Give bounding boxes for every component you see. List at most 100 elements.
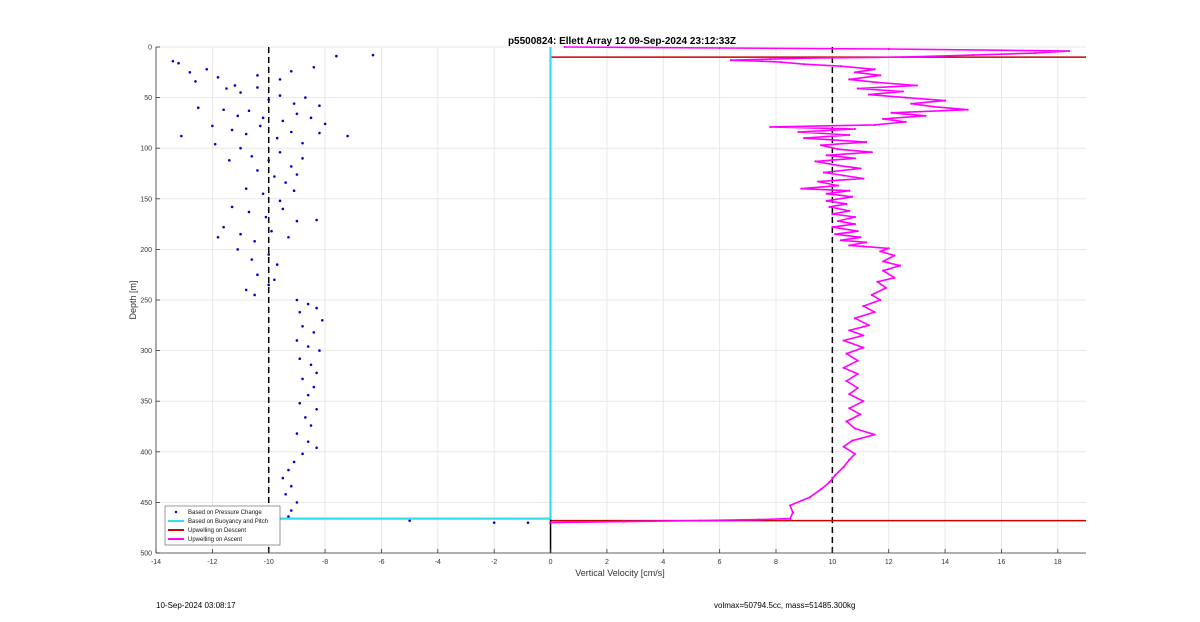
x-tick-label: 6 [718, 559, 722, 566]
data-point [306, 393, 310, 397]
legend-box [164, 505, 281, 546]
data-point [247, 109, 251, 113]
x-tick-label: -2 [491, 559, 497, 566]
data-point [862, 346, 865, 349]
data-point [910, 102, 913, 105]
data-point [850, 439, 854, 442]
legend-entry: Based on Buoyancy and Pitch [188, 519, 268, 525]
data-point [258, 124, 262, 128]
data-point [526, 521, 530, 524]
data-point [230, 128, 234, 132]
data-point [834, 233, 837, 236]
data-point [256, 74, 259, 77]
y-tick-label: 200 [140, 247, 152, 254]
data-point [253, 240, 256, 243]
data-point [901, 56, 904, 59]
data-point [225, 87, 228, 90]
data-point [318, 131, 321, 135]
y-tick-label: 300 [140, 348, 152, 355]
data-point [825, 154, 828, 157]
data-point [247, 210, 251, 214]
data-point [853, 71, 857, 74]
data-point [180, 134, 183, 138]
data-point [881, 117, 885, 120]
data-point [301, 377, 304, 381]
data-point [256, 169, 259, 172]
data-point [563, 45, 566, 49]
data-point [901, 90, 904, 93]
data-point [292, 102, 296, 105]
data-point [848, 244, 851, 247]
data-point [289, 69, 293, 73]
data-point [859, 413, 862, 416]
data-point [825, 199, 828, 202]
data-point [828, 205, 831, 208]
y-tick-label: 250 [140, 298, 152, 305]
data-point [834, 473, 837, 477]
data-point [256, 86, 259, 89]
data-point [549, 521, 552, 524]
y-tick-label: 450 [140, 500, 152, 507]
data-point [862, 245, 865, 248]
data-point [301, 157, 304, 160]
x-tick-label: 18 [1054, 559, 1062, 566]
data-point [853, 223, 857, 226]
data-point [295, 173, 299, 176]
data-point [301, 325, 304, 328]
data-point [278, 199, 282, 203]
data-point [819, 144, 823, 147]
y-tick-label: 100 [140, 146, 152, 153]
data-point [842, 174, 845, 177]
data-point [814, 160, 817, 163]
data-point [244, 132, 248, 136]
data-point [306, 440, 310, 443]
data-point [211, 124, 214, 128]
data-point [315, 446, 318, 450]
legend-entry: Based on Pressure Change [188, 510, 262, 516]
data-point [943, 99, 947, 102]
data-point [836, 184, 840, 187]
data-point [267, 159, 271, 162]
data-point [879, 74, 882, 77]
data-point [842, 465, 845, 469]
data-point [320, 318, 324, 322]
x-tick-label: 2 [605, 559, 609, 566]
data-point [817, 180, 820, 183]
data-point [244, 288, 248, 292]
data-point [873, 311, 876, 314]
data-point [492, 521, 496, 524]
data-point [867, 324, 871, 327]
data-point [856, 359, 859, 362]
data-point [845, 379, 848, 383]
data-point [898, 264, 902, 267]
data-point [371, 53, 375, 57]
data-point [848, 407, 851, 410]
data-point [862, 177, 865, 180]
data-point [881, 269, 885, 272]
data-point [250, 258, 254, 261]
data-point [853, 215, 857, 219]
data-point [853, 157, 857, 160]
data-point [839, 65, 842, 68]
data-point [278, 150, 282, 154]
data-point [853, 127, 857, 131]
data-point [797, 130, 800, 134]
data-point [216, 235, 220, 239]
data-point [867, 93, 871, 96]
data-point [239, 232, 242, 236]
data-point [284, 493, 287, 496]
x-tick-label: 16 [998, 559, 1006, 566]
data-point [808, 57, 811, 60]
data-point [289, 484, 293, 488]
data-point [295, 339, 299, 342]
data-point [915, 84, 919, 87]
axes-layer: -14 -12 -10 -8 -6 -4 -2 0 2 4 6 8 10 12 14 16 18 0 50 100 15… [140, 45, 1086, 566]
legend-entry: Upwelling on Descent [188, 528, 246, 534]
x-tick-label: -6 [378, 559, 384, 566]
data-point [769, 58, 772, 61]
data-point [281, 476, 285, 480]
data-point [622, 520, 625, 523]
data-point [842, 445, 845, 448]
data-point [780, 61, 783, 64]
data-point [309, 363, 313, 367]
